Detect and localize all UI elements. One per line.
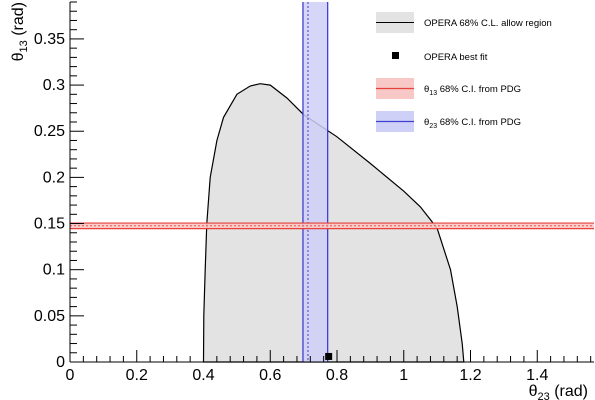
legend-theta13-symbol: θ (424, 84, 429, 95)
plot-area (70, 2, 594, 363)
legend-theta23-symbol: θ (424, 117, 429, 128)
y-tick-label: 0.1 (43, 262, 65, 279)
x-axis-ticks: 0 0.2 0.4 0.6 0.8 1 1.2 1.4 (66, 350, 592, 384)
x-tick-label: 0.4 (192, 367, 214, 384)
y-tick-label: 0.25 (34, 123, 65, 140)
y-axis-unit: (rad) (10, 2, 27, 40)
legend-theta13-sub: 13 (429, 90, 437, 97)
y-tick-label: 0.15 (34, 216, 65, 233)
legend-label-theta23: θ23 68% C.I. from PDG (424, 117, 521, 130)
best-fit-point (325, 352, 333, 360)
legend-theta13-text: 68% C.I. from PDG (437, 84, 521, 95)
x-axis-subscript: 23 (538, 391, 550, 400)
legend-label-best-fit: OPERA best fit (424, 52, 488, 63)
x-tick-label: 0.6 (259, 367, 281, 384)
y-tick-label: 0 (56, 354, 65, 371)
x-tick-label: 0.8 (326, 367, 348, 384)
legend-label-theta13: θ13 68% C.I. from PDG (424, 84, 521, 97)
x-tick-label: 1 (399, 367, 408, 384)
y-tick-label: 0.35 (34, 31, 65, 48)
y-tick-label: 0.2 (43, 169, 65, 186)
y-axis-symbol: θ (10, 52, 27, 61)
x-axis-title: θ23 (rad) (529, 383, 588, 400)
x-tick-label: 0 (66, 367, 75, 384)
legend-label-allowed: OPERA 68% C.L. allow region (424, 18, 552, 29)
x-axis-unit: (rad) (550, 383, 588, 400)
x-tick-label: 0.2 (126, 367, 148, 384)
y-tick-label: 0.3 (43, 77, 65, 94)
x-tick-label: 1.2 (459, 367, 481, 384)
legend: OPERA 68% C.L. allow region OPERA best f… (376, 12, 552, 132)
y-axis-title: θ13 (rad) (10, 2, 30, 61)
y-axis-subscript: 13 (18, 40, 30, 52)
y-axis-ticks: 0 0.05 0.1 0.15 0.2 0.25 0.3 0.35 (34, 1, 84, 371)
x-axis-symbol: θ (529, 383, 538, 400)
legend-swatch-best-fit (392, 52, 399, 59)
legend-theta23-text: 68% C.I. from PDG (437, 117, 521, 128)
x-tick-label: 1.4 (526, 367, 548, 384)
theta23-band (302, 2, 328, 362)
y-tick-label: 0.05 (34, 308, 65, 325)
legend-theta23-sub: 23 (429, 123, 437, 130)
